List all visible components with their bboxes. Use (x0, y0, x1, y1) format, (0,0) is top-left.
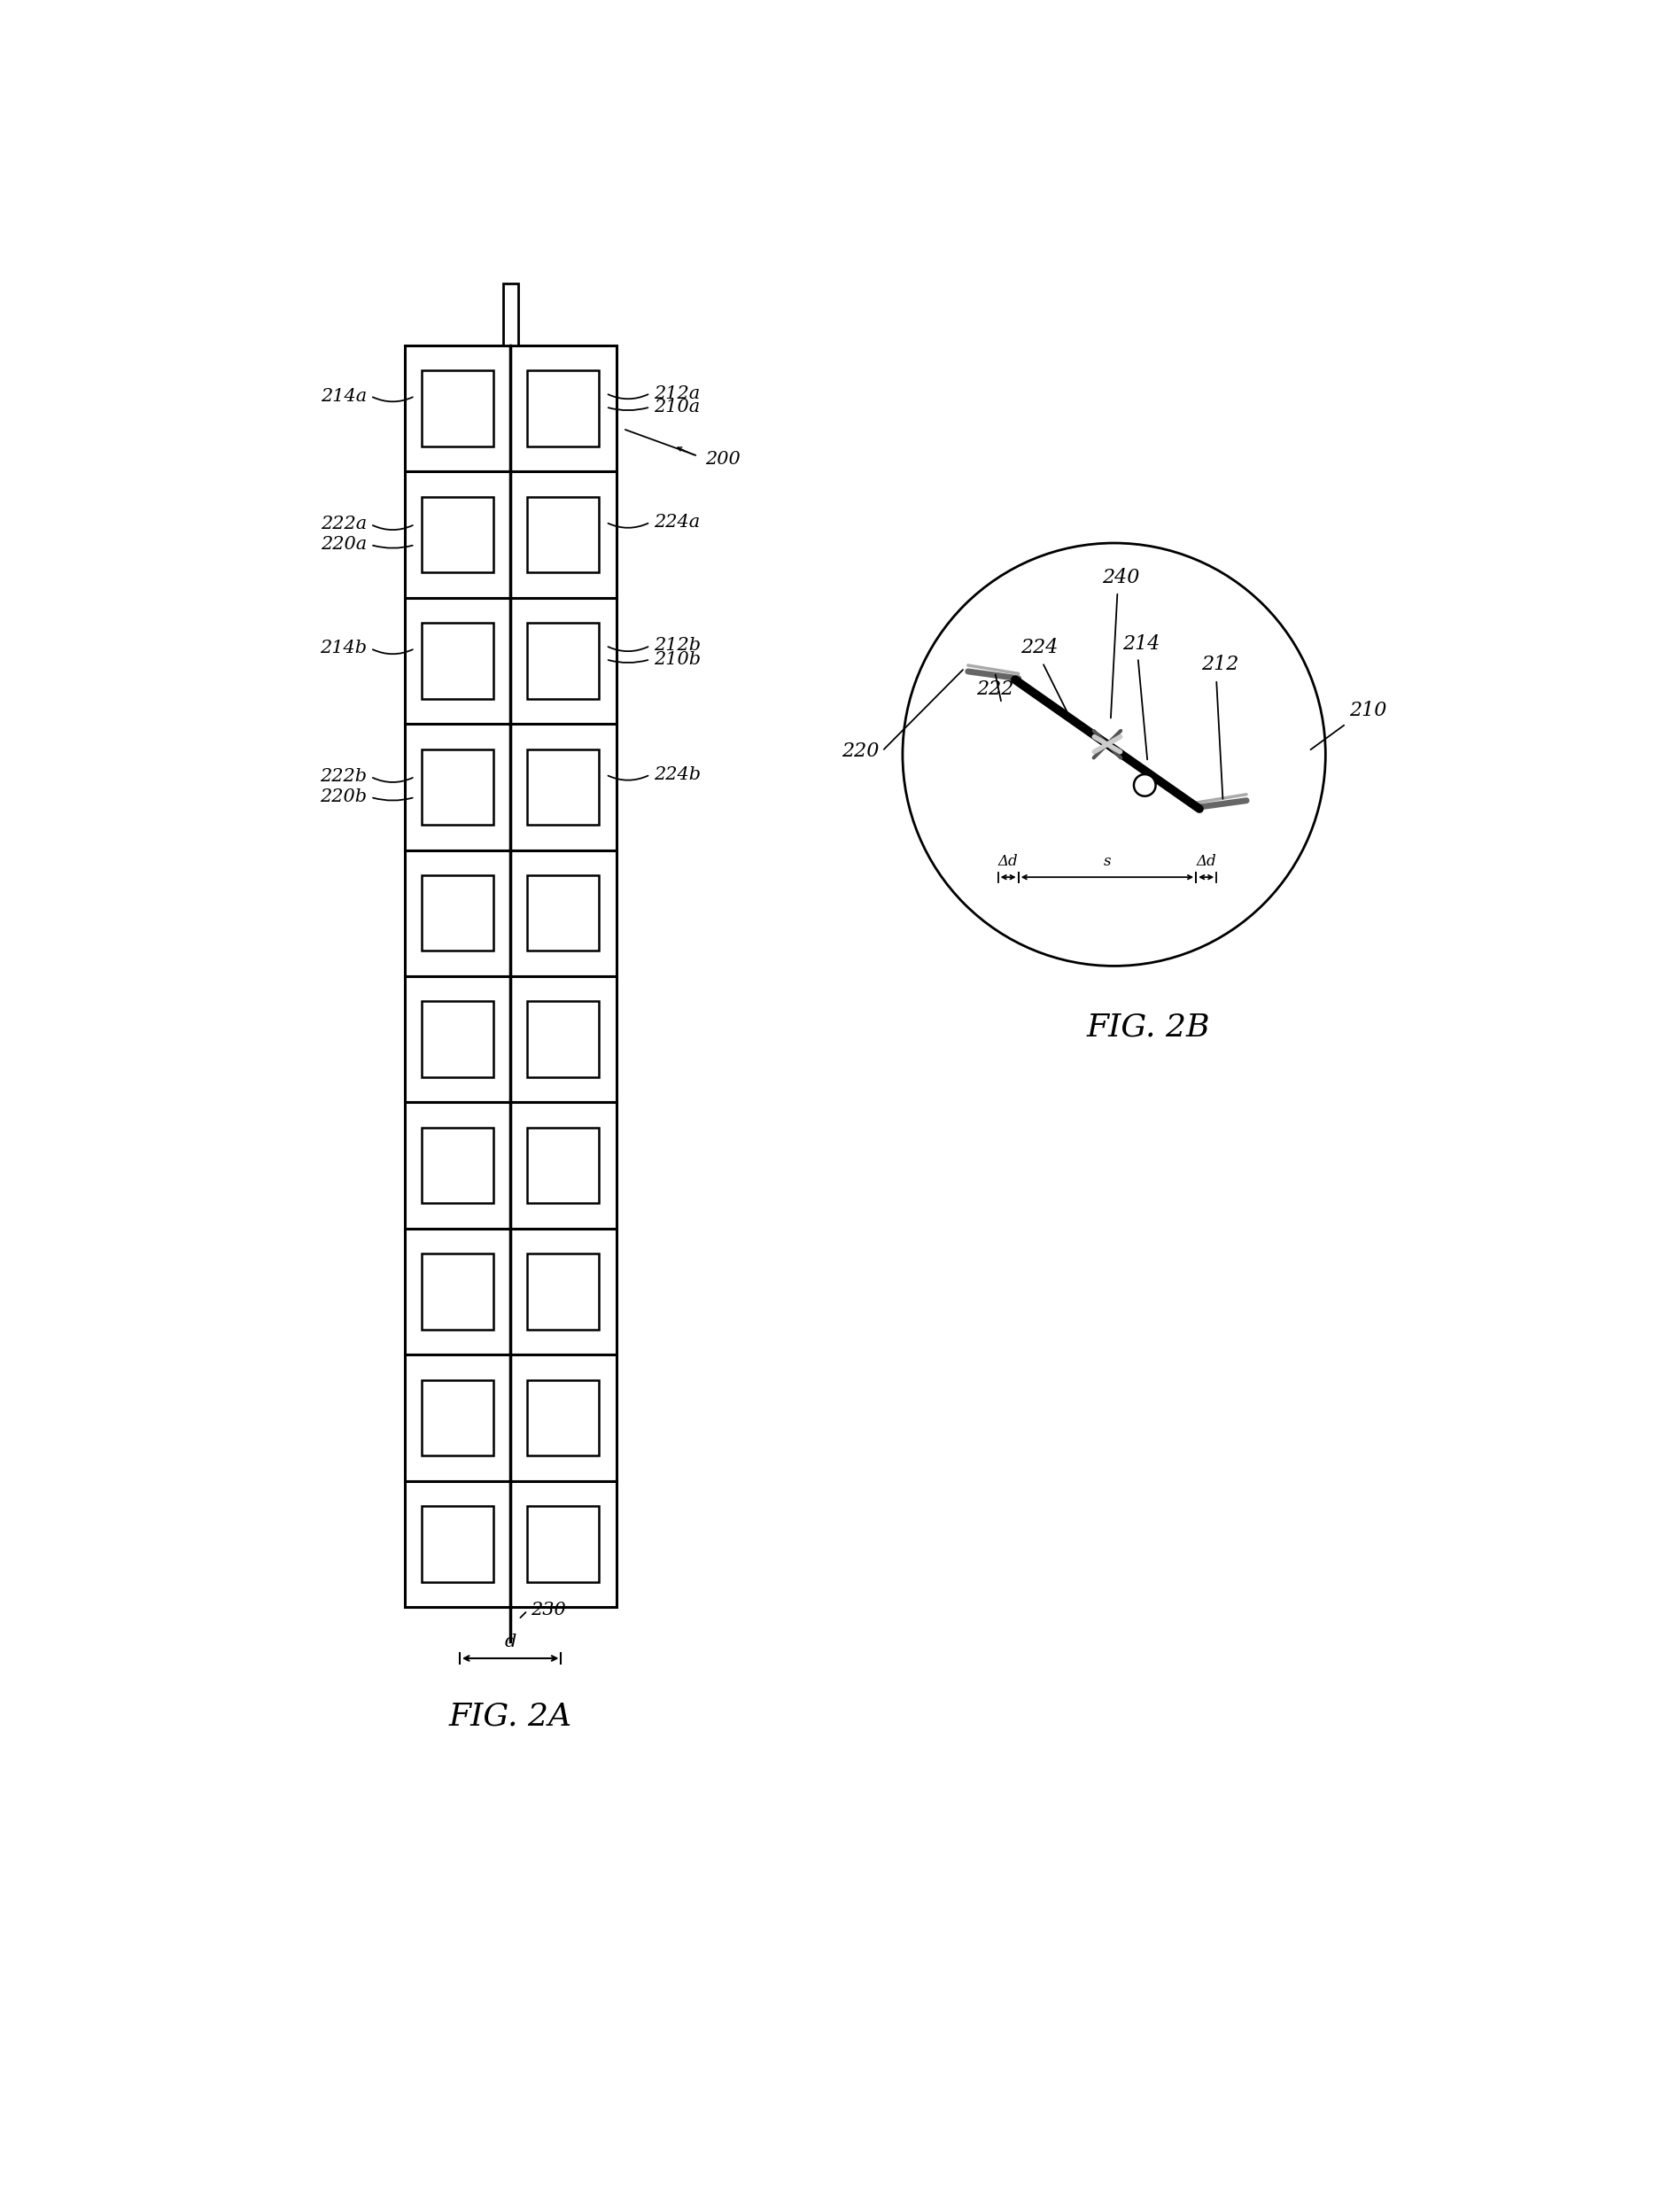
Text: s: s (1103, 854, 1111, 869)
Text: 224: 224 (1021, 639, 1058, 657)
Bar (511, 849, 617, 975)
Text: 220a: 220a (320, 535, 367, 553)
Text: 222b: 222b (320, 768, 367, 785)
Bar (528, 369, 600, 447)
Bar (422, 1380, 493, 1455)
Bar (528, 624, 600, 699)
Bar (422, 1506, 493, 1582)
Text: 212a: 212a (654, 385, 701, 403)
Bar (404, 1482, 511, 1608)
Text: 224b: 224b (654, 765, 701, 783)
Text: 212: 212 (1202, 655, 1239, 675)
Text: Δd: Δd (999, 854, 1019, 869)
Bar (404, 1228, 511, 1354)
Bar (528, 1506, 600, 1582)
Text: 240: 240 (1103, 568, 1140, 588)
Bar (511, 471, 617, 597)
Bar (511, 975, 617, 1102)
Bar (503, 283, 518, 345)
Bar (404, 471, 511, 597)
Bar (511, 1354, 617, 1482)
Text: 214: 214 (1123, 635, 1160, 653)
Bar (404, 975, 511, 1102)
Text: 212b: 212b (654, 637, 701, 655)
Text: 210a: 210a (654, 398, 701, 416)
Bar (511, 597, 617, 723)
Bar (404, 345, 511, 471)
Bar (422, 369, 493, 447)
Bar (422, 750, 493, 825)
Text: d: d (504, 1632, 516, 1650)
Text: 210b: 210b (654, 650, 701, 668)
Bar (422, 1254, 493, 1329)
Bar (404, 1102, 511, 1228)
Bar (511, 1102, 617, 1228)
Bar (528, 750, 600, 825)
Circle shape (1135, 774, 1156, 796)
Text: Δd: Δd (1197, 854, 1217, 869)
Bar (404, 1354, 511, 1482)
Text: FIG. 2B: FIG. 2B (1086, 1013, 1210, 1042)
Text: 214b: 214b (320, 639, 367, 657)
Bar (511, 723, 617, 849)
Bar (404, 597, 511, 723)
Text: 220b: 220b (320, 790, 367, 805)
Text: FIG. 2A: FIG. 2A (449, 1701, 572, 1732)
Bar (528, 876, 600, 951)
Bar (404, 723, 511, 849)
Bar (422, 624, 493, 699)
Bar (528, 1128, 600, 1203)
Text: 224a: 224a (654, 513, 701, 531)
Bar (422, 1128, 493, 1203)
Text: 214a: 214a (320, 387, 367, 405)
Text: 222a: 222a (320, 515, 367, 533)
Circle shape (903, 544, 1326, 967)
Text: 200: 200 (706, 451, 741, 469)
Text: 210: 210 (1349, 701, 1388, 721)
Bar (422, 498, 493, 573)
Bar (528, 1380, 600, 1455)
Bar (528, 498, 600, 573)
Bar (404, 849, 511, 975)
Bar (422, 876, 493, 951)
Bar (511, 345, 617, 471)
Bar (528, 1002, 600, 1077)
Text: 222: 222 (975, 679, 1014, 699)
Bar (422, 1002, 493, 1077)
Bar (528, 1254, 600, 1329)
Text: 230: 230 (531, 1601, 566, 1619)
Bar (511, 1228, 617, 1354)
Text: 220: 220 (841, 741, 878, 761)
Bar (511, 1482, 617, 1608)
